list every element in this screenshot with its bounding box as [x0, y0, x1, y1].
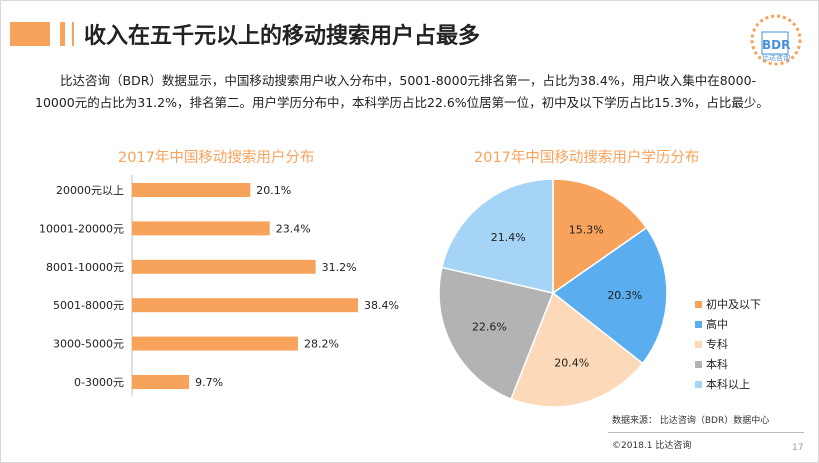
category-label: 5001-8000元 — [53, 299, 124, 312]
legend-label: 初中及以下 — [706, 298, 761, 311]
title-accent-bar — [72, 22, 74, 46]
legend-item: 本科以上 — [695, 374, 761, 394]
logo-subtext: 比达咨询 — [762, 54, 790, 62]
legend-item: 本科 — [695, 354, 761, 374]
description: 比达咨询（BDR）数据显示，中国移动搜索用户收入分布中，5001-8000元排名… — [35, 70, 785, 113]
bar — [132, 336, 298, 351]
legend-swatch — [695, 340, 702, 348]
legend-label: 高中 — [706, 318, 728, 331]
pie-slice — [438, 266, 555, 400]
bar — [132, 259, 316, 274]
slice-label: 20.3% — [607, 289, 642, 302]
bar — [132, 221, 270, 236]
page-title: 收入在五千元以上的移动搜索用户占最多 — [84, 24, 481, 49]
category-label: 20000元以上 — [56, 184, 124, 197]
legend-label: 本科以上 — [706, 378, 750, 391]
income-bar-chart: 20000元以上 20.1% 10001-20000元 23.4% 8001-10000… — [39, 175, 399, 396]
data-label: 28.2% — [304, 338, 339, 351]
data-label: 38.4% — [364, 299, 399, 312]
pie-legend: 初中及以下高中专科本科本科以上 — [695, 294, 761, 394]
pie-slice — [552, 178, 648, 295]
slice-label: 15.3% — [569, 223, 604, 236]
legend-item: 高中 — [695, 314, 761, 334]
pie-slice — [510, 291, 644, 408]
bar — [132, 183, 251, 197]
copyright: ©2018.1 比达咨询 — [612, 441, 692, 451]
pie-slice — [551, 226, 668, 365]
slice-label: 22.6% — [472, 320, 507, 333]
education-pie-chart: 15.3% 20.3% 20.4% 22.6% 21.4% — [438, 178, 668, 408]
legend-swatch — [695, 360, 702, 368]
legend-swatch — [695, 380, 702, 388]
source-note: 数据来源： 比达咨询（BDR）数据中心 — [612, 416, 770, 426]
bar-chart-title: 2017年中国移动搜索用户分布 — [118, 150, 315, 166]
legend-item: 专科 — [695, 334, 761, 354]
title-accent-bar — [60, 22, 65, 46]
description-text: 比达咨询（BDR）数据显示，中国移动搜索用户收入分布中，5001-8000元排名… — [35, 73, 769, 110]
pie-chart-title: 2017年中国移动搜索用户学历分布 — [474, 150, 700, 166]
category-label: 8001-10000元 — [46, 261, 124, 274]
logo-text: BDR — [762, 38, 791, 52]
legend-swatch — [695, 300, 702, 308]
bar — [132, 298, 358, 313]
category-label: 10001-20000元 — [39, 222, 124, 235]
data-label: 20.1% — [256, 184, 291, 197]
footer-divider — [608, 432, 804, 433]
bdr-logo — [750, 14, 802, 66]
slice-label: 20.4% — [554, 356, 589, 369]
slice-label: 21.4% — [491, 231, 526, 244]
data-label: 31.2% — [322, 261, 357, 274]
legend-label: 本科 — [706, 358, 728, 371]
category-label: 0-3000元 — [74, 376, 124, 389]
legend-swatch — [695, 320, 702, 328]
data-label: 9.7% — [195, 376, 223, 389]
title-accent-bar — [10, 22, 50, 46]
pie-slice — [441, 178, 554, 294]
data-label: 23.4% — [276, 222, 311, 235]
legend-label: 专科 — [706, 338, 728, 351]
page-number: 17 — [792, 443, 804, 453]
legend-item: 初中及以下 — [695, 294, 761, 314]
bar — [132, 375, 190, 389]
category-label: 3000-5000元 — [53, 338, 124, 351]
